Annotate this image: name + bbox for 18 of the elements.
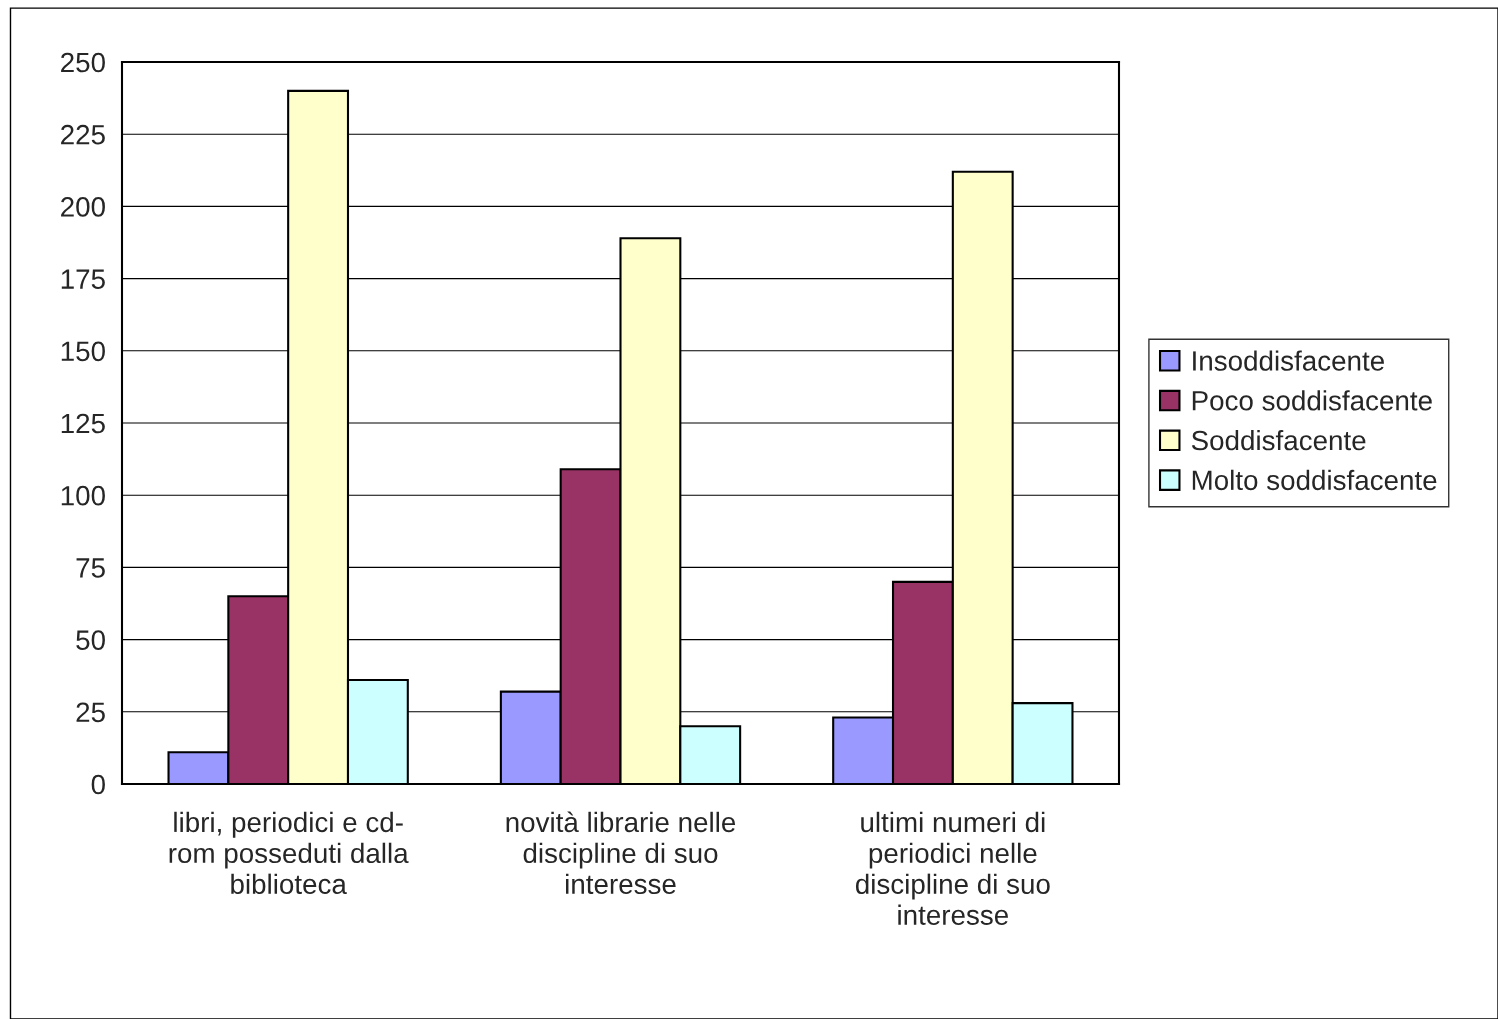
y-tick-label: 225 <box>61 124 105 145</box>
y-tick-label: 175 <box>61 269 105 289</box>
y-tick-label: 0 <box>91 774 105 795</box>
legend-label: Soddisfacente <box>1191 429 1366 451</box>
legend-label: Poco soddisfacente <box>1192 390 1432 411</box>
y-tick-label: 150 <box>61 341 105 362</box>
y-tick-label: 200 <box>61 197 105 217</box>
y-tick-label: 25 <box>76 702 105 723</box>
y-tick-label: 50 <box>76 630 105 650</box>
x-tick-label: ultimi numeri di periodici nelle discipline di suo interesse <box>855 811 1050 925</box>
legend-label: Molto soddisfacente <box>1192 469 1437 491</box>
y-tick-label: 125 <box>61 413 105 434</box>
legend-label: Insoddisfacente <box>1193 350 1384 371</box>
x-tick-label: novità librarie nelle discipline di suo interesse <box>506 811 736 895</box>
y-tick-label: 100 <box>61 485 105 506</box>
y-tick-label: 250 <box>61 52 105 73</box>
x-tick-label: libri, periodici e cd- rom posseduti dalla biblioteca <box>169 811 409 895</box>
y-tick-label: 75 <box>76 558 105 578</box>
